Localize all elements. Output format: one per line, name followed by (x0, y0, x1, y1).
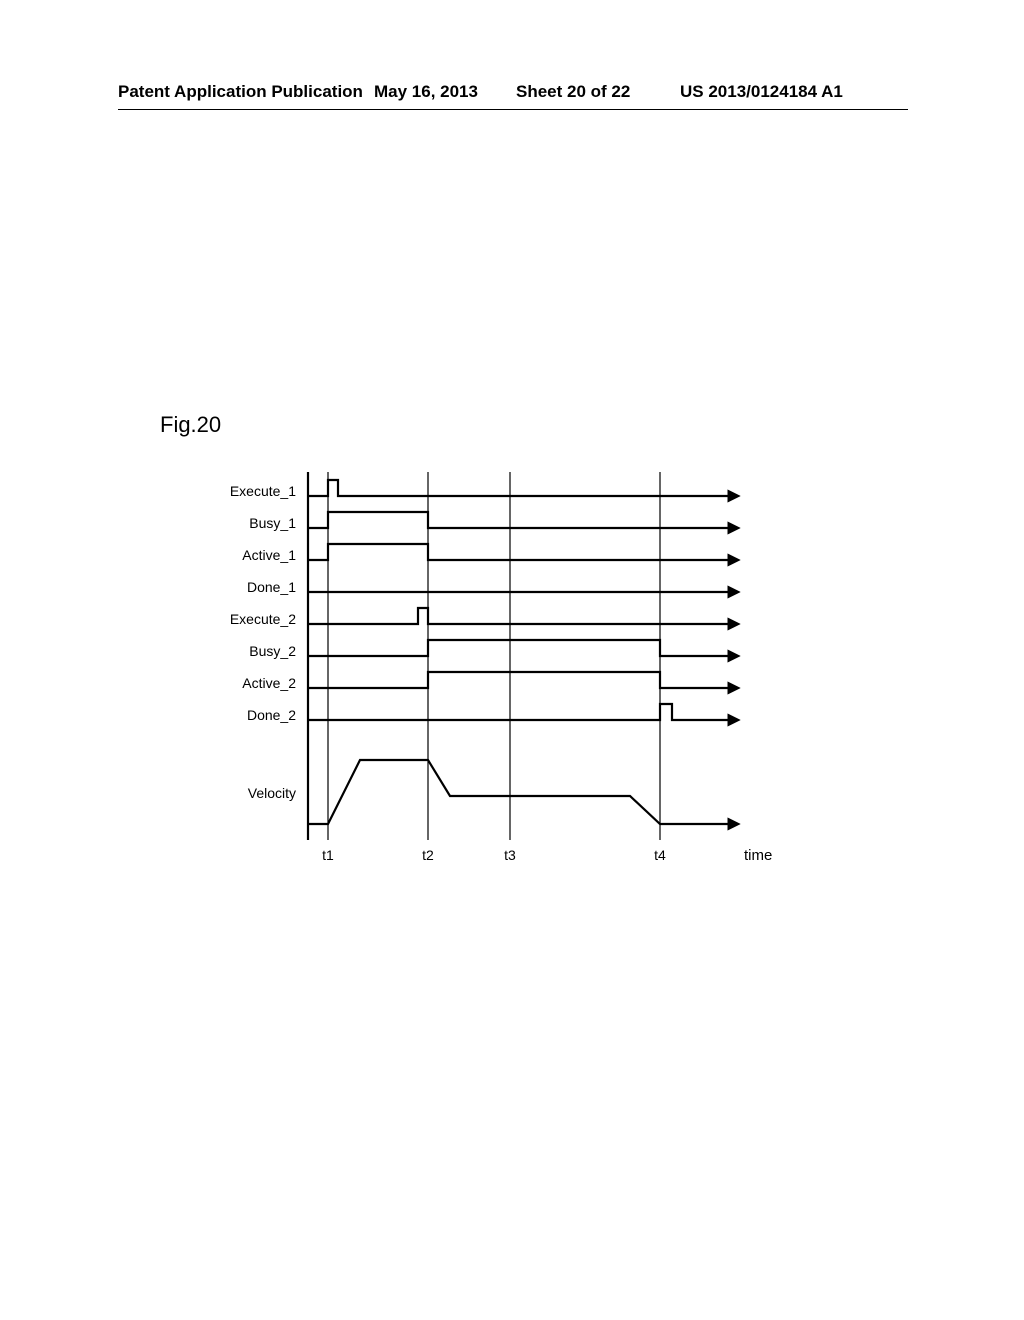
velocity-label: Velocity (248, 785, 296, 801)
signal-label: Active_2 (242, 675, 296, 691)
signal-trace (308, 544, 738, 560)
signal-trace (308, 608, 738, 624)
signal-trace (308, 672, 738, 688)
patent-number: US 2013/0124184 A1 (680, 82, 843, 102)
signal-label: Done_1 (247, 579, 296, 595)
figure-label: Fig.20 (160, 412, 221, 438)
signal-label: Done_2 (247, 707, 296, 723)
signal-label: Execute_1 (230, 483, 296, 499)
signal-trace (308, 704, 738, 720)
x-tick-label: t2 (422, 847, 434, 863)
timing-diagram: Execute_1 Busy_1 Active_1 Done_1 Execute_2 Bu… (160, 466, 780, 890)
signal-trace (308, 640, 738, 656)
x-tick-label: t1 (322, 847, 334, 863)
publication-label: Patent Application Publication (118, 82, 363, 102)
signal-label: Busy_2 (249, 643, 296, 659)
signal-label: Execute_2 (230, 611, 296, 627)
publication-date: May 16, 2013 (374, 82, 478, 102)
x-axis-label: time (744, 847, 772, 864)
signal-label: Busy_1 (249, 515, 296, 531)
x-tick-label: t3 (504, 847, 516, 863)
signal-trace (308, 512, 738, 528)
signal-trace (308, 480, 738, 496)
velocity-trace (308, 760, 738, 824)
header-rule (118, 109, 908, 110)
sheet-number: Sheet 20 of 22 (516, 82, 630, 102)
signal-label: Active_1 (242, 547, 296, 563)
x-tick-label: t4 (654, 847, 666, 863)
